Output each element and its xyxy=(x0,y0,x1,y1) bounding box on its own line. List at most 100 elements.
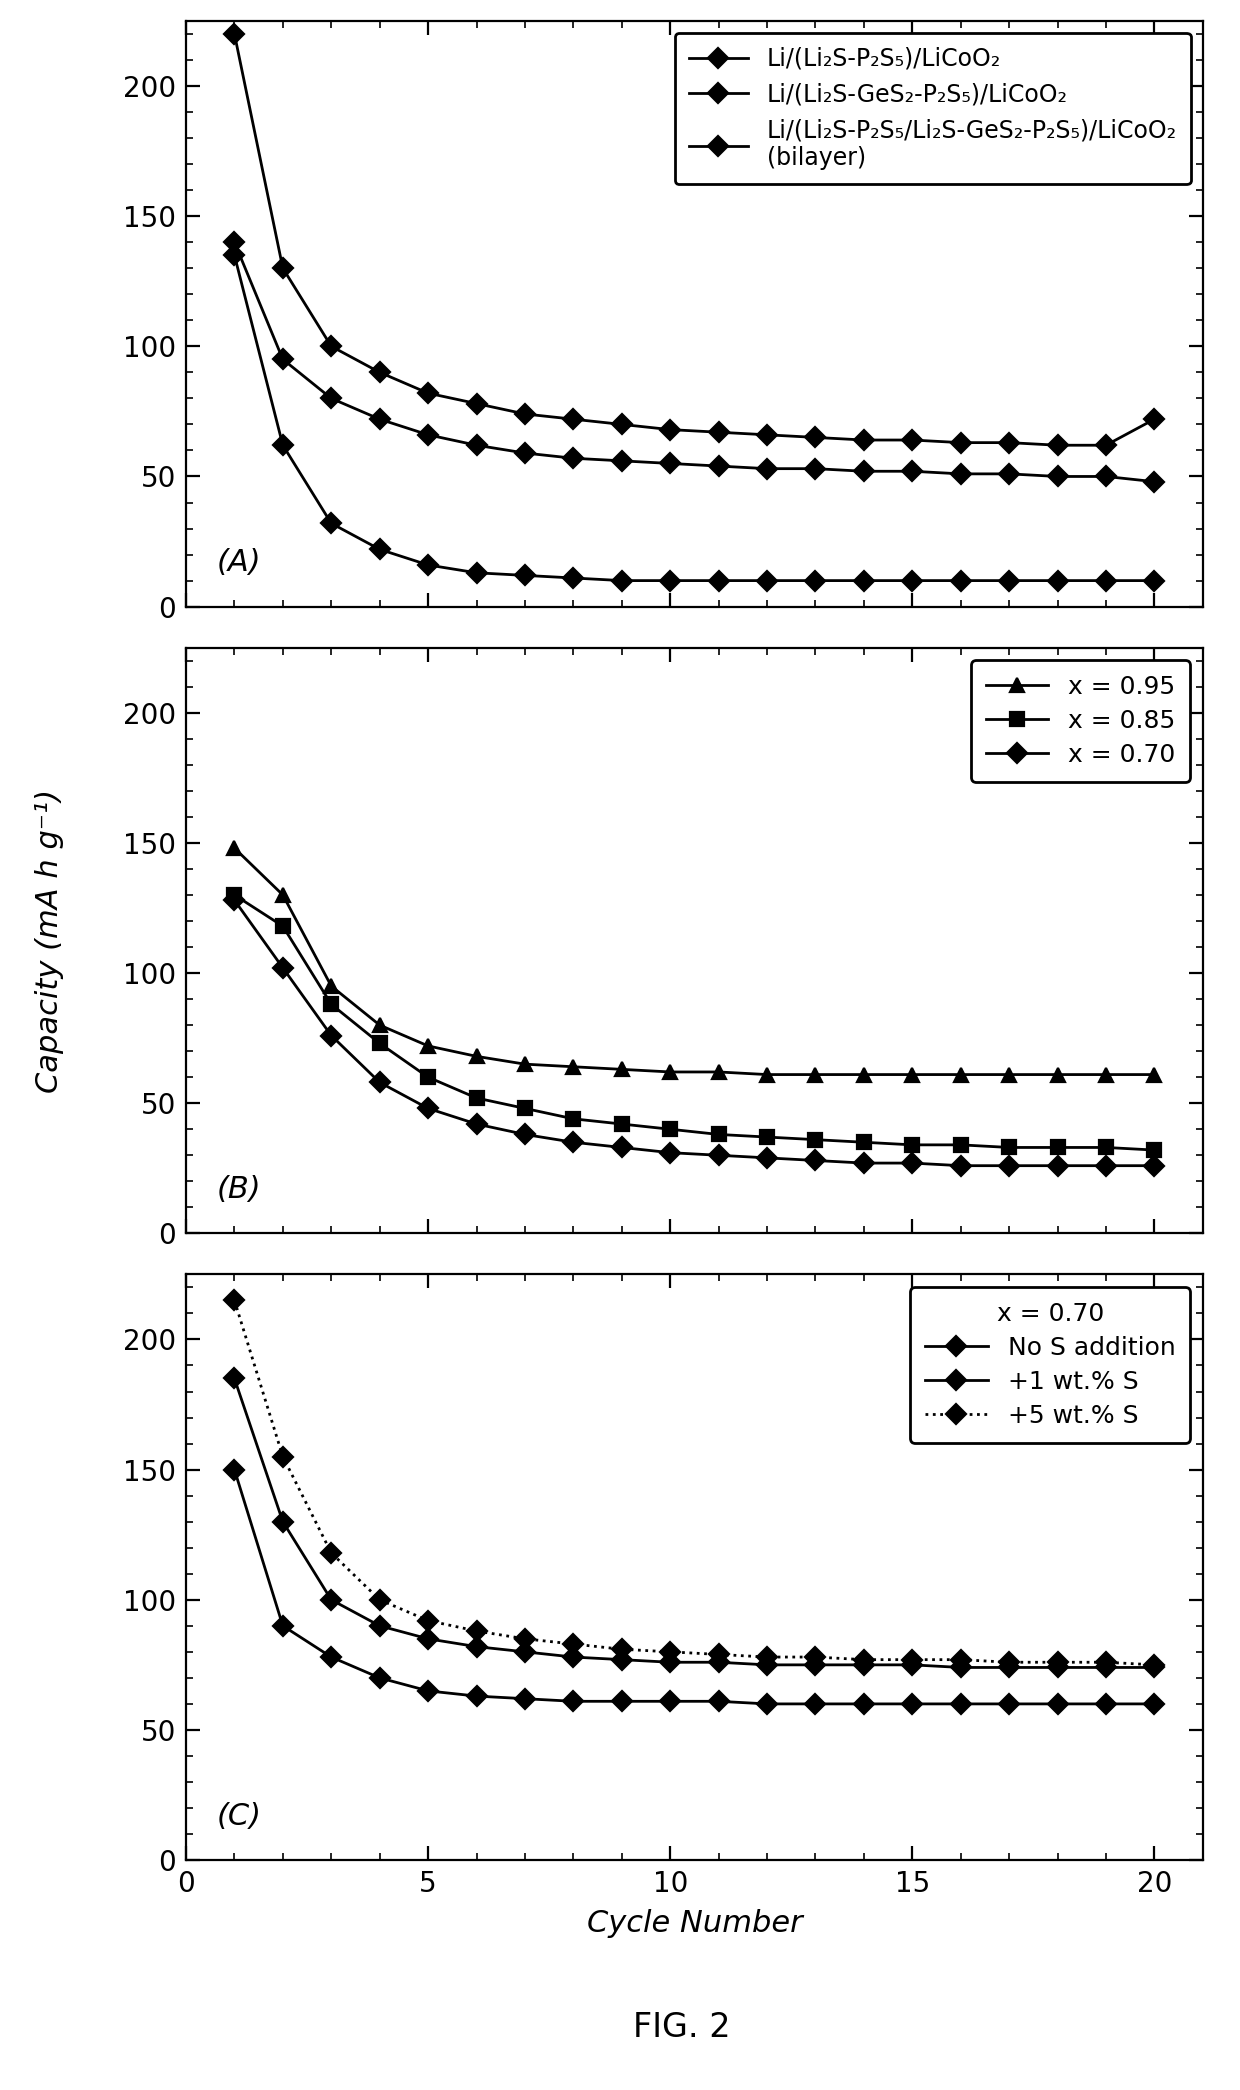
Text: (B): (B) xyxy=(217,1175,262,1204)
Li/(Li₂S-GeS₂-P₂S₅)/LiCoO₂ xyxy=(905,458,920,483)
+5 wt.% S xyxy=(469,1618,484,1643)
x = 0.70 xyxy=(324,1022,339,1047)
+5 wt.% S xyxy=(662,1639,677,1664)
No S addition xyxy=(275,1613,290,1639)
+5 wt.% S xyxy=(1050,1649,1065,1674)
x = 0.95 xyxy=(565,1053,580,1078)
Li/(Li₂S-P₂S₅/Li₂S-GeS₂-P₂S₅)/LiCoO₂
(bilayer) xyxy=(565,566,580,591)
+5 wt.% S xyxy=(760,1645,775,1670)
Li/(Li₂S-P₂S₅/Li₂S-GeS₂-P₂S₅)/LiCoO₂
(bilayer) xyxy=(372,537,387,562)
x = 0.70 xyxy=(905,1150,920,1175)
x = 0.95 xyxy=(324,974,339,999)
x = 0.85 xyxy=(1147,1137,1162,1162)
Line: Li/(Li₂S-P₂S₅/Li₂S-GeS₂-P₂S₅)/LiCoO₂
(bilayer): Li/(Li₂S-P₂S₅/Li₂S-GeS₂-P₂S₅)/LiCoO₂ (bi… xyxy=(227,249,1162,587)
Li/(Li₂S-P₂S₅)/LiCoO₂ xyxy=(1099,433,1114,458)
x = 0.70 xyxy=(954,1154,968,1179)
x = 0.85 xyxy=(565,1106,580,1131)
Li/(Li₂S-GeS₂-P₂S₅)/LiCoO₂ xyxy=(712,454,727,479)
+1 wt.% S xyxy=(469,1634,484,1659)
No S addition xyxy=(1099,1691,1114,1716)
Li/(Li₂S-P₂S₅)/LiCoO₂ xyxy=(275,255,290,280)
Li/(Li₂S-P₂S₅)/LiCoO₂ xyxy=(760,422,775,447)
No S addition xyxy=(227,1457,242,1482)
x = 0.95 xyxy=(420,1032,435,1058)
Line: Li/(Li₂S-P₂S₅)/LiCoO₂: Li/(Li₂S-P₂S₅)/LiCoO₂ xyxy=(227,27,1162,451)
No S addition xyxy=(760,1691,775,1716)
+1 wt.% S xyxy=(760,1653,775,1678)
x = 0.70 xyxy=(565,1131,580,1156)
Li/(Li₂S-P₂S₅/Li₂S-GeS₂-P₂S₅)/LiCoO₂
(bilayer) xyxy=(712,568,727,594)
x = 0.85 xyxy=(275,913,290,938)
x = 0.85 xyxy=(1099,1135,1114,1160)
+5 wt.% S xyxy=(614,1636,629,1662)
+5 wt.% S xyxy=(565,1632,580,1657)
Line: x = 0.85: x = 0.85 xyxy=(227,888,1162,1158)
Line: +5 wt.% S: +5 wt.% S xyxy=(227,1294,1162,1672)
Li/(Li₂S-P₂S₅/Li₂S-GeS₂-P₂S₅)/LiCoO₂
(bilayer) xyxy=(227,242,242,268)
x = 0.95 xyxy=(469,1043,484,1068)
Line: No S addition: No S addition xyxy=(227,1463,1162,1712)
Li/(Li₂S-P₂S₅)/LiCoO₂ xyxy=(614,412,629,437)
x = 0.70 xyxy=(420,1095,435,1120)
Li/(Li₂S-P₂S₅/Li₂S-GeS₂-P₂S₅)/LiCoO₂
(bilayer) xyxy=(760,568,775,594)
x = 0.70 xyxy=(372,1070,387,1095)
Legend: No S addition, +1 wt.% S, +5 wt.% S: No S addition, +1 wt.% S, +5 wt.% S xyxy=(910,1287,1190,1442)
Li/(Li₂S-P₂S₅)/LiCoO₂ xyxy=(712,420,727,445)
Li/(Li₂S-GeS₂-P₂S₅)/LiCoO₂ xyxy=(614,449,629,474)
Li/(Li₂S-P₂S₅)/LiCoO₂ xyxy=(954,431,968,456)
+5 wt.% S xyxy=(1147,1653,1162,1678)
x = 0.85 xyxy=(227,882,242,907)
x = 0.95 xyxy=(760,1062,775,1087)
x = 0.70 xyxy=(662,1141,677,1166)
x = 0.95 xyxy=(712,1060,727,1085)
x = 0.85 xyxy=(1050,1135,1065,1160)
Li/(Li₂S-GeS₂-P₂S₅)/LiCoO₂ xyxy=(760,456,775,481)
Legend: x = 0.95, x = 0.85, x = 0.70: x = 0.95, x = 0.85, x = 0.70 xyxy=(971,660,1190,782)
+1 wt.% S xyxy=(857,1653,872,1678)
Li/(Li₂S-GeS₂-P₂S₅)/LiCoO₂ xyxy=(565,445,580,470)
Li/(Li₂S-GeS₂-P₂S₅)/LiCoO₂ xyxy=(1147,468,1162,493)
x = 0.85 xyxy=(662,1116,677,1141)
Li/(Li₂S-GeS₂-P₂S₅)/LiCoO₂ xyxy=(420,422,435,447)
+1 wt.% S xyxy=(808,1653,823,1678)
x = 0.70 xyxy=(857,1150,872,1175)
x = 0.95 xyxy=(1050,1062,1065,1087)
+5 wt.% S xyxy=(954,1647,968,1672)
Li/(Li₂S-GeS₂-P₂S₅)/LiCoO₂ xyxy=(808,456,823,481)
Li/(Li₂S-P₂S₅/Li₂S-GeS₂-P₂S₅)/LiCoO₂
(bilayer) xyxy=(275,433,290,458)
Li/(Li₂S-GeS₂-P₂S₅)/LiCoO₂ xyxy=(469,433,484,458)
+1 wt.% S xyxy=(1147,1655,1162,1680)
Text: FIG. 2: FIG. 2 xyxy=(634,2011,730,2044)
+1 wt.% S xyxy=(275,1509,290,1534)
No S addition xyxy=(1147,1691,1162,1716)
+1 wt.% S xyxy=(420,1626,435,1651)
Li/(Li₂S-P₂S₅/Li₂S-GeS₂-P₂S₅)/LiCoO₂
(bilayer) xyxy=(517,562,532,587)
Li/(Li₂S-P₂S₅/Li₂S-GeS₂-P₂S₅)/LiCoO₂
(bilayer) xyxy=(420,552,435,577)
x = 0.95 xyxy=(614,1058,629,1083)
x = 0.95 xyxy=(517,1051,532,1076)
+5 wt.% S xyxy=(1002,1649,1017,1674)
Li/(Li₂S-GeS₂-P₂S₅)/LiCoO₂ xyxy=(227,230,242,255)
+5 wt.% S xyxy=(905,1647,920,1672)
Li/(Li₂S-GeS₂-P₂S₅)/LiCoO₂ xyxy=(1099,464,1114,489)
Li/(Li₂S-P₂S₅/Li₂S-GeS₂-P₂S₅)/LiCoO₂
(bilayer) xyxy=(1147,568,1162,594)
x = 0.95 xyxy=(808,1062,823,1087)
No S addition xyxy=(1002,1691,1017,1716)
Li/(Li₂S-P₂S₅)/LiCoO₂ xyxy=(808,424,823,449)
Li/(Li₂S-P₂S₅/Li₂S-GeS₂-P₂S₅)/LiCoO₂
(bilayer) xyxy=(662,568,677,594)
x = 0.85 xyxy=(469,1085,484,1110)
x = 0.95 xyxy=(905,1062,920,1087)
Li/(Li₂S-P₂S₅)/LiCoO₂ xyxy=(517,401,532,426)
Li/(Li₂S-GeS₂-P₂S₅)/LiCoO₂ xyxy=(662,451,677,477)
x = 0.85 xyxy=(614,1112,629,1137)
Li/(Li₂S-P₂S₅/Li₂S-GeS₂-P₂S₅)/LiCoO₂
(bilayer) xyxy=(469,560,484,585)
Line: x = 0.70: x = 0.70 xyxy=(227,892,1162,1172)
Legend: Li/(Li₂S-P₂S₅)/LiCoO₂, Li/(Li₂S-GeS₂-P₂S₅)/LiCoO₂, Li/(Li₂S-P₂S₅/Li₂S-GeS₂-P₂S₅): Li/(Li₂S-P₂S₅)/LiCoO₂, Li/(Li₂S-GeS₂-P₂S… xyxy=(675,33,1190,184)
+1 wt.% S xyxy=(1050,1655,1065,1680)
Li/(Li₂S-GeS₂-P₂S₅)/LiCoO₂ xyxy=(324,387,339,412)
Li/(Li₂S-P₂S₅/Li₂S-GeS₂-P₂S₅)/LiCoO₂
(bilayer) xyxy=(1050,568,1065,594)
+5 wt.% S xyxy=(324,1540,339,1565)
x = 0.95 xyxy=(275,882,290,907)
Li/(Li₂S-GeS₂-P₂S₅)/LiCoO₂ xyxy=(857,458,872,483)
+5 wt.% S xyxy=(372,1586,387,1611)
